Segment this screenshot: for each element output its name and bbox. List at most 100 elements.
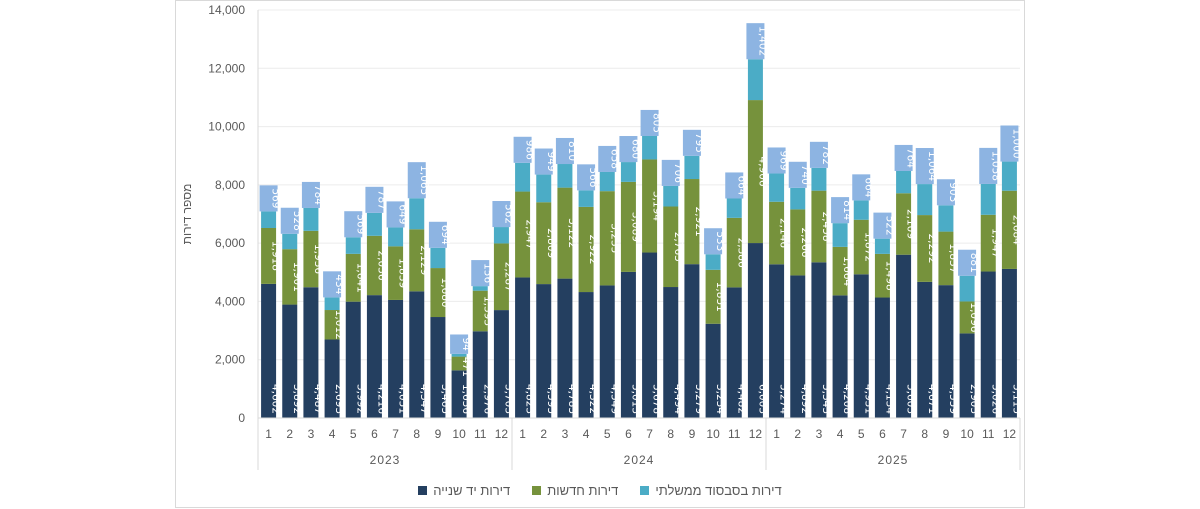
x-tick-label: 5	[350, 427, 357, 441]
x-tick-label: 12	[1003, 427, 1017, 441]
data-label: 4,602	[270, 384, 282, 414]
bar-segment	[811, 262, 827, 418]
data-label: 562	[502, 204, 514, 224]
bar-segment	[536, 284, 552, 418]
data-label-box	[280, 207, 299, 234]
bar-segment	[1001, 161, 1017, 191]
x-group-label: 2025	[878, 453, 909, 467]
bar-segment	[557, 278, 573, 418]
data-label: 2,036	[375, 250, 387, 280]
bar-segment	[536, 174, 552, 203]
bar-segment	[599, 191, 615, 286]
x-tick-label: 7	[900, 427, 907, 441]
bar-segment	[366, 295, 382, 418]
data-label-box	[873, 212, 892, 239]
y-axis-title: מספר דירות	[180, 184, 194, 245]
legend-swatch	[418, 486, 428, 495]
legend-label: דירות יד שנייה	[433, 483, 511, 498]
data-label: 782	[820, 145, 832, 165]
bar-segment	[409, 229, 425, 292]
data-label: 522	[883, 216, 895, 236]
bar-segment	[917, 281, 933, 418]
data-label: 528	[291, 211, 303, 231]
data-label: 986	[524, 140, 536, 160]
data-label-box	[640, 109, 659, 136]
data-label-box	[301, 181, 320, 208]
x-tick-label: 1	[519, 427, 526, 441]
data-label: 1,012	[333, 310, 345, 340]
bar-segment	[557, 164, 573, 188]
data-label: 1,936	[312, 244, 324, 274]
data-label: 4,134	[883, 384, 895, 414]
bar-segment	[515, 277, 531, 418]
data-label: 2,146	[778, 218, 790, 248]
x-tick-label: 7	[646, 427, 653, 441]
bar-segment	[1001, 190, 1017, 269]
data-label-box	[428, 221, 447, 248]
data-label-box	[513, 136, 532, 163]
data-label: 4,906	[756, 157, 768, 187]
bar-segment	[938, 205, 954, 232]
data-label: 881	[968, 253, 980, 273]
bar-segment	[790, 187, 806, 210]
bar-segment	[980, 183, 996, 215]
bar-segment	[747, 243, 763, 418]
bar-segment	[747, 100, 763, 244]
bar-segment	[303, 230, 319, 288]
x-tick-label: 11	[728, 427, 741, 441]
x-tick-label: 9	[943, 427, 950, 441]
data-label: 2,947	[524, 219, 536, 249]
x-tick-label: 3	[562, 427, 569, 441]
data-label: 2,976	[481, 384, 493, 414]
data-label: 1,096	[968, 302, 980, 332]
bar-segment	[472, 331, 488, 418]
data-label: 1,872	[862, 232, 874, 262]
data-label-box	[894, 144, 913, 171]
data-label: 4,051	[397, 384, 409, 414]
bar-segment	[599, 171, 615, 192]
data-label: 5,343	[820, 384, 832, 414]
data-label: 1,393	[481, 296, 493, 326]
bar-segment	[705, 269, 721, 324]
data-label: 787	[375, 190, 387, 210]
bar-segment	[599, 285, 615, 418]
data-label: 1,837	[947, 243, 959, 273]
bar-segment	[874, 238, 890, 254]
x-tick-label: 11	[474, 427, 487, 441]
data-label: 1,000	[1010, 129, 1022, 159]
bar-segment	[663, 206, 679, 288]
data-label: 706	[672, 163, 684, 183]
y-tick-label: 12,000	[208, 61, 245, 75]
data-label: 5,013	[629, 384, 641, 414]
data-label-box	[852, 174, 871, 201]
data-label: 2,287	[502, 262, 514, 292]
bar-segment	[409, 291, 425, 418]
bar-segment	[515, 162, 531, 192]
bar-segment	[853, 200, 869, 220]
data-label: 569	[270, 188, 282, 208]
data-label: 3,089	[629, 212, 641, 242]
legend-swatch	[532, 486, 542, 495]
data-label: 1,901	[291, 262, 303, 292]
bar-segment	[726, 217, 742, 288]
bar-segment	[388, 299, 404, 418]
data-label-box	[958, 249, 977, 276]
data-label: 4,216	[375, 384, 387, 414]
data-label: 2,386	[735, 238, 747, 268]
data-label: 2,458	[820, 211, 832, 241]
data-label: 784	[312, 185, 324, 205]
data-label: 2,693	[333, 384, 345, 414]
bar-segment	[980, 214, 996, 272]
data-label-box	[450, 334, 469, 354]
data-label-box	[534, 148, 553, 175]
data-label: 3,235	[608, 223, 620, 253]
bar-segment	[430, 247, 446, 269]
data-label: 94	[460, 337, 472, 351]
data-label-box	[682, 129, 701, 156]
bar-segment	[261, 211, 277, 228]
bar-segment	[684, 155, 700, 180]
x-tick-label: 3	[816, 427, 823, 441]
x-tick-label: 10	[960, 427, 974, 441]
bar-segment	[769, 173, 785, 202]
bar-segment	[896, 254, 912, 418]
